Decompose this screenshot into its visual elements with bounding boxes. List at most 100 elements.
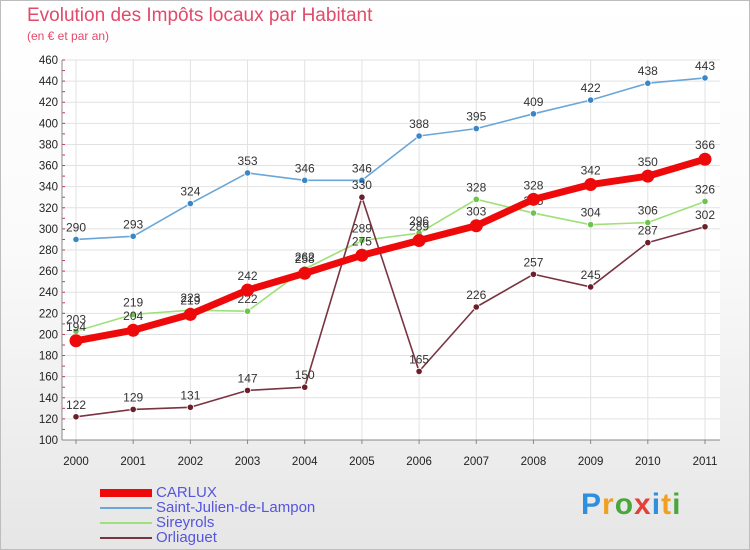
series-line-sireyrols xyxy=(75,198,706,333)
data-point xyxy=(526,192,540,206)
logo-letter: P xyxy=(581,488,603,521)
data-point xyxy=(243,386,252,394)
x-tick-label: 2011 xyxy=(693,456,718,468)
data-label: 346 xyxy=(352,161,372,175)
data-label: 346 xyxy=(295,161,315,175)
y-tick-label: 160 xyxy=(39,372,58,384)
data-point xyxy=(243,307,252,315)
data-point xyxy=(529,110,538,118)
data-label: 324 xyxy=(180,185,200,199)
x-tick-label: 2002 xyxy=(178,456,204,468)
data-label: 293 xyxy=(123,217,143,231)
legend-label: Saint-Julien-de-Lampon xyxy=(156,499,316,516)
data-label: 443 xyxy=(695,59,715,73)
data-point xyxy=(584,178,598,192)
x-tick-label: 2006 xyxy=(406,456,432,468)
y-tick-label: 460 xyxy=(39,55,58,67)
data-label: 350 xyxy=(638,155,658,169)
data-point xyxy=(698,152,712,166)
data-label: 131 xyxy=(180,388,200,402)
data-point xyxy=(301,176,309,184)
data-label: 262 xyxy=(295,250,315,264)
y-tick-label: 200 xyxy=(39,329,58,341)
data-point xyxy=(69,334,83,348)
legend-swatch xyxy=(100,489,152,497)
data-label: 122 xyxy=(66,398,86,412)
data-label: 326 xyxy=(695,182,715,196)
data-label: 258 xyxy=(295,252,315,266)
data-point xyxy=(186,403,194,411)
data-point xyxy=(72,235,80,244)
data-point xyxy=(587,283,595,291)
data-point xyxy=(641,169,655,183)
y-tick-label: 260 xyxy=(39,266,58,278)
series-line-saint-julien-de-lampon xyxy=(75,77,706,241)
data-label: 226 xyxy=(466,288,486,302)
data-point xyxy=(129,405,137,413)
data-point xyxy=(186,199,194,208)
data-point xyxy=(72,413,80,421)
y-tick-label: 180 xyxy=(39,351,58,363)
logo-letter: i xyxy=(672,488,682,521)
y-tick-label: 340 xyxy=(39,182,58,194)
legend-label: CARLUX xyxy=(156,484,217,501)
data-label: 342 xyxy=(581,164,601,178)
data-point xyxy=(587,96,595,104)
data-point xyxy=(355,248,369,262)
data-point xyxy=(129,232,137,240)
y-tick-label: 440 xyxy=(39,76,58,88)
data-point xyxy=(472,195,480,203)
data-point xyxy=(358,236,366,245)
data-label: 366 xyxy=(695,138,715,152)
legend-swatch xyxy=(100,522,152,524)
x-tick-label: 2007 xyxy=(463,456,489,468)
series-line-carlux xyxy=(72,155,709,345)
data-point xyxy=(415,132,423,140)
data-label: 287 xyxy=(638,224,658,238)
data-label: 147 xyxy=(238,371,258,385)
y-tick-label: 420 xyxy=(39,97,58,109)
y-tick-label: 100 xyxy=(39,435,58,447)
data-label: 165 xyxy=(409,352,429,366)
logo-letter: i xyxy=(651,488,662,521)
x-tick-label: 2010 xyxy=(635,456,661,468)
x-tick-label: 2000 xyxy=(63,456,89,468)
legend-swatch xyxy=(100,507,152,509)
data-label: 328 xyxy=(466,180,486,194)
data-point xyxy=(529,270,538,278)
data-point xyxy=(243,169,252,177)
data-label: 296 xyxy=(409,214,429,228)
y-tick-label: 120 xyxy=(39,414,58,426)
data-label: 257 xyxy=(523,255,543,269)
data-point xyxy=(301,383,309,391)
data-point xyxy=(129,310,137,318)
data-label: 242 xyxy=(238,269,258,283)
data-label: 302 xyxy=(695,208,715,222)
data-label: 245 xyxy=(581,268,601,282)
x-tick-label: 2003 xyxy=(235,456,261,468)
proxiti-logo: Proxiti xyxy=(581,488,681,522)
series-line-orliaguet xyxy=(75,196,706,418)
data-label: 194 xyxy=(66,320,86,334)
x-tick-label: 2001 xyxy=(120,456,146,468)
legend-label: Sireyrols xyxy=(156,514,215,531)
data-label: 290 xyxy=(66,220,86,234)
data-label: 203 xyxy=(66,312,86,326)
data-label: 275 xyxy=(352,234,372,248)
legend-label: Orliaguet xyxy=(156,529,217,546)
data-point xyxy=(126,323,140,337)
data-label: 303 xyxy=(466,205,486,219)
data-label: 129 xyxy=(123,390,143,404)
y-tick-label: 140 xyxy=(39,393,58,405)
logo-letter: x xyxy=(634,488,652,521)
data-label: 289 xyxy=(409,220,429,234)
chart-title: Evolution des Impôts locaux par Habitant xyxy=(27,5,373,26)
data-point xyxy=(701,197,709,206)
data-point xyxy=(701,74,709,82)
y-tick-label: 220 xyxy=(39,308,58,320)
data-label: 306 xyxy=(638,204,658,218)
data-point xyxy=(644,218,652,227)
y-tick-label: 380 xyxy=(39,139,58,151)
data-point xyxy=(469,219,483,233)
